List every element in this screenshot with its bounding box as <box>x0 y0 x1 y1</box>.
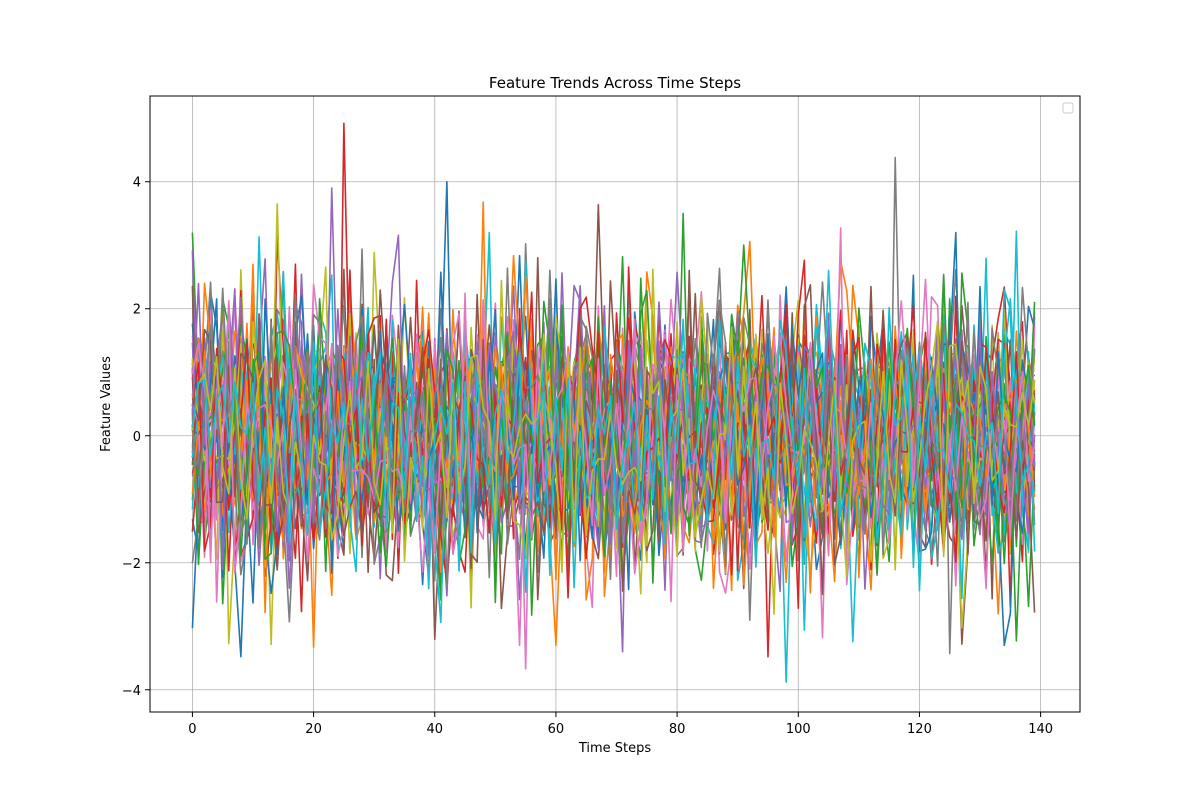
chart-title: Feature Trends Across Time Steps <box>489 74 741 92</box>
y-axis: −4 −2 0 2 4 <box>122 176 150 699</box>
series-line <box>191 267 1036 623</box>
series-group <box>191 122 1036 683</box>
legend-box <box>1062 102 1074 114</box>
series-line <box>191 269 1036 593</box>
y-tick-label: 0 <box>133 430 141 445</box>
x-tick-label: 120 <box>907 722 932 737</box>
y-tick-label: 4 <box>133 176 141 191</box>
x-axis-label: Time Steps <box>578 741 652 756</box>
x-axis: 0 20 40 60 80 100 120 140 <box>188 712 1053 737</box>
x-tick-label: 100 <box>786 722 811 737</box>
x-tick-label: 40 <box>426 722 443 737</box>
y-axis-label: Feature Values <box>99 356 114 452</box>
plot-frame <box>149 95 1081 713</box>
x-tick-label: 20 <box>305 722 322 737</box>
x-tick-label: 80 <box>669 722 686 737</box>
y-tick-label: −2 <box>122 557 141 572</box>
x-tick-label: 0 <box>188 722 196 737</box>
x-tick-label: 60 <box>548 722 565 737</box>
y-tick-label: −4 <box>122 684 141 699</box>
series-line <box>191 279 1036 615</box>
x-tick-label: 140 <box>1028 722 1053 737</box>
y-tick-label: 2 <box>133 303 141 318</box>
